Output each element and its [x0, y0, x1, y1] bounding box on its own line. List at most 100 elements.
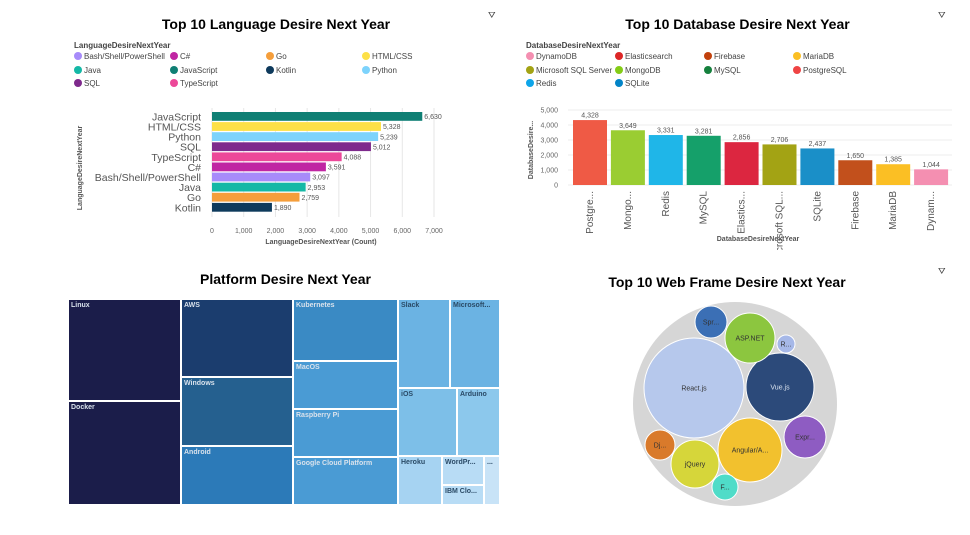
data-label: 2,437: [809, 141, 827, 148]
language-bar-chart: 0 1,000 2,000 3,000 4,000 5,000 6,000 7,000 Java…: [77, 108, 443, 246]
legend-item[interactable]: HTML/CSS: [362, 52, 412, 61]
legend-marker: [793, 52, 801, 60]
legend-item[interactable]: Java: [74, 65, 101, 75]
legend-label: MySQL: [714, 65, 741, 75]
data-label: 1,044: [922, 162, 940, 169]
treemap-cell[interactable]: Kubernetes: [293, 299, 398, 361]
legend-label: Python: [372, 65, 397, 75]
data-label: 3,649: [619, 123, 637, 130]
legend-marker: [793, 65, 801, 74]
x-tick-label: SQLite: [812, 191, 823, 222]
y-axis-label: DatabaseDesire...: [528, 121, 535, 179]
legend-marker: [170, 52, 178, 60]
bar: [212, 122, 381, 131]
x-tick-label: Microsoft SQL...: [775, 191, 786, 250]
legend-label: Bash/Shell/PowerShell: [84, 52, 165, 61]
bar: [648, 135, 683, 185]
treemap-cell[interactable]: Raspberry Pi: [293, 409, 398, 457]
legend-label: Elasticsearch: [625, 52, 673, 61]
legend-item[interactable]: Bash/Shell/PowerShell: [74, 52, 165, 61]
treemap-cell[interactable]: WordPr...: [442, 456, 484, 485]
legend-label: Java: [84, 65, 101, 75]
legend-item[interactable]: Firebase: [704, 52, 745, 61]
treemap-cell[interactable]: iOS: [398, 388, 457, 456]
x-tick-label: 2,000: [267, 228, 285, 235]
y-tick-label: C#: [188, 162, 202, 174]
legend-item[interactable]: Microsoft SQL Server: [526, 65, 612, 75]
bar: [212, 172, 311, 182]
x-tick-label: 5,000: [362, 228, 380, 235]
legend-label: PostgreSQL: [803, 65, 847, 75]
bubble-label: F...: [720, 485, 729, 492]
y-tick-label: JavaScript: [152, 111, 201, 123]
bubble-label: ASP.NET: [735, 336, 765, 343]
data-label: 5,239: [380, 134, 398, 141]
legend-item[interactable]: Go: [266, 52, 287, 61]
legend-item[interactable]: PostgreSQL: [793, 65, 847, 75]
legend-item[interactable]: SQL: [74, 79, 100, 88]
data-label: 3,591: [328, 165, 346, 172]
database-chart-title: Top 10 Database Desire Next Year: [625, 16, 850, 32]
bar: [212, 112, 423, 121]
filter-icon[interactable]: ⛛: [938, 266, 946, 276]
x-tick-label: 1,000: [235, 228, 253, 235]
treemap-cell[interactable]: MacOS: [293, 361, 398, 409]
x-tick-label: Postgre...: [585, 191, 596, 234]
x-tick-label: 7,000: [425, 228, 443, 235]
data-label: 2,953: [308, 185, 326, 192]
data-label: 1,890: [274, 205, 292, 212]
legend-marker: [615, 79, 623, 87]
legend-item[interactable]: Kotlin: [266, 65, 296, 75]
legend-item[interactable]: TypeScript: [170, 79, 218, 88]
legend-item[interactable]: DynamoDB: [526, 52, 577, 61]
legend-item[interactable]: Python: [362, 65, 397, 75]
bubble-label: R...: [781, 342, 792, 349]
database-chart-panel: Top 10 Database Desire Next Year ⛛ Datab…: [520, 10, 960, 250]
bar: [573, 120, 607, 185]
filter-icon[interactable]: ⛛: [488, 10, 496, 20]
filter-icon[interactable]: ⛛: [938, 10, 946, 20]
legend-marker: [704, 52, 712, 60]
x-tick-label: 6,000: [394, 228, 412, 235]
treemap-cell[interactable]: Slack: [398, 299, 450, 388]
bubble-label: Expr...: [795, 435, 815, 442]
legend-item[interactable]: JavaScript: [170, 65, 217, 75]
treemap-cell[interactable]: AWS: [181, 299, 293, 377]
treemap-cell[interactable]: Arduino: [457, 388, 500, 456]
y-tick-label: 2,000: [540, 153, 558, 160]
legend-label: SQL: [84, 79, 101, 88]
bubble-label: React.js: [681, 386, 707, 393]
y-tick-label: TypeScript: [151, 152, 201, 164]
bar: [212, 132, 379, 141]
legend-item[interactable]: Elasticsearch: [615, 52, 673, 61]
treemap-cell[interactable]: Docker: [68, 401, 181, 505]
x-tick-label: Mongo...: [623, 191, 634, 230]
y-tick-label: 4,000: [540, 123, 558, 130]
legend-item[interactable]: Redis: [526, 79, 556, 88]
bubble: [776, 334, 796, 354]
legend-item[interactable]: MongoDB: [615, 65, 661, 75]
treemap-cell[interactable]: Linux: [68, 299, 181, 401]
y-tick-label: SQL: [180, 142, 201, 154]
language-chart-title: Top 10 Language Desire Next Year: [161, 16, 391, 32]
bubble-label: Dj...: [654, 443, 667, 450]
treemap-cell[interactable]: Microsoft...: [450, 299, 500, 388]
legend-item[interactable]: SQLite: [615, 79, 649, 88]
treemap-cell[interactable]: Heroku: [398, 456, 442, 505]
bar: [212, 152, 342, 162]
legend-item[interactable]: MySQL: [704, 65, 741, 75]
treemap-cell[interactable]: Google Cloud Platform: [293, 457, 398, 505]
treemap-cell[interactable]: IBM Clo...: [442, 485, 484, 505]
x-tick-label: 3,000: [298, 228, 316, 235]
treemap-cell[interactable]: Android: [181, 446, 293, 505]
legend-item[interactable]: MariaDB: [793, 52, 834, 61]
bubble: [724, 312, 776, 364]
treemap-cell[interactable]: Windows: [181, 377, 293, 446]
platform-chart-title: Platform Desire Next Year: [200, 271, 371, 287]
legend-item[interactable]: C#: [170, 52, 190, 61]
treemap-cell[interactable]: ...: [484, 456, 500, 505]
bubble-label: jQuery: [684, 462, 706, 469]
x-tick-label: MariaDB: [888, 191, 899, 230]
legend-marker: [615, 65, 623, 74]
y-tick-label: Java: [179, 182, 201, 194]
